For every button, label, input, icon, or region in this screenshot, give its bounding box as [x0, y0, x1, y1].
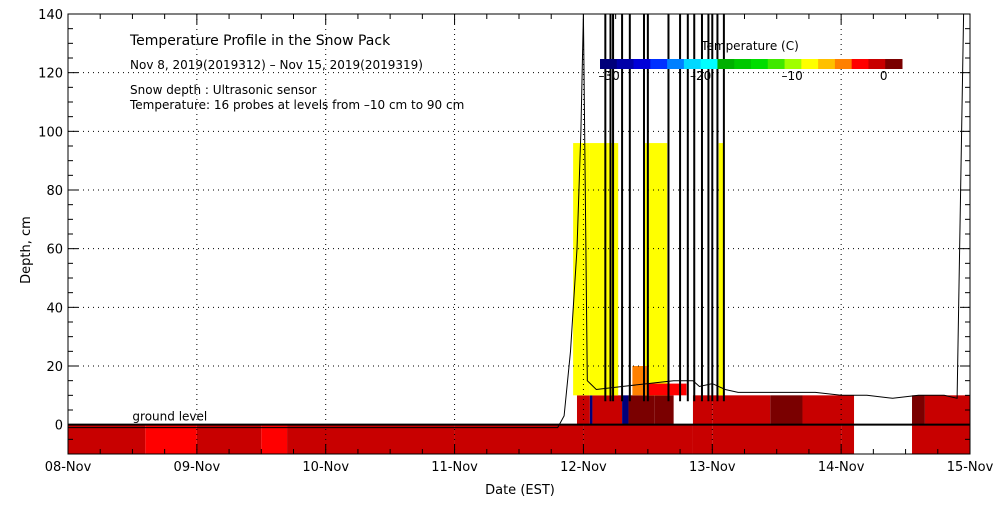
colorbar-swatch	[767, 59, 786, 69]
y-tick-label: 20	[46, 360, 63, 375]
y-tick-label: 100	[38, 125, 63, 140]
colorbar-swatch	[818, 59, 836, 69]
temperature-cell	[654, 395, 674, 425]
x-tick-label: 10-Nov	[302, 460, 349, 475]
colorbar-swatch	[700, 59, 718, 69]
temperature-cell	[261, 424, 288, 454]
temperature-cell	[692, 424, 713, 454]
x-tick-label: 09-Nov	[174, 460, 221, 475]
colorbar-swatch	[667, 59, 685, 69]
colorbar-swatch	[834, 59, 853, 69]
x-tick-label: 14-Nov	[818, 460, 865, 475]
x-tick-label: 15-Nov	[947, 460, 994, 475]
colorbar-title: Temperature (C)	[700, 39, 799, 53]
temperature-cell	[145, 424, 197, 454]
colorbar-swatch	[633, 59, 651, 69]
temperature-cell	[576, 395, 590, 425]
y-tick-label: 0	[55, 419, 63, 434]
colorbar-tick-label: 0	[880, 69, 888, 83]
temperature-cell	[628, 395, 655, 425]
ground-level-label: ground level	[132, 410, 207, 424]
temperature-cell	[692, 395, 713, 425]
colorbar-swatch	[683, 59, 702, 69]
x-tick-label: 13-Nov	[689, 460, 736, 475]
y-tick-label: 80	[46, 184, 63, 199]
colorbar-swatch	[616, 59, 635, 69]
temperature-cell	[770, 395, 803, 425]
colorbar-swatch	[801, 59, 819, 69]
temperature-cell	[802, 395, 855, 425]
colorbar-swatch	[751, 59, 769, 69]
temperature-cell	[643, 143, 668, 396]
axis-ticks	[67, 13, 971, 455]
chart-subtitle: Nov 8, 2019(2019312) – Nov 15, 2019(2019…	[130, 58, 423, 72]
temperature-cell	[647, 383, 687, 396]
temperature-cell	[841, 424, 855, 454]
temperature-cells	[68, 143, 970, 454]
temperature-cell	[589, 395, 593, 425]
temperature-cell	[718, 143, 724, 396]
temperature-cell	[592, 395, 623, 425]
temperature-cell	[632, 366, 648, 396]
y-tick-label: 140	[38, 8, 63, 23]
colorbar-tick-labels: –30 –20 –10 0	[599, 69, 888, 83]
colorbar-tick-label: –10	[782, 69, 803, 83]
colorbar-swatch	[851, 59, 869, 69]
colorbar-swatch	[868, 59, 886, 69]
colorbar-swatch	[650, 59, 668, 69]
x-axis-title: Date (EST)	[485, 483, 555, 498]
x-tick-label: 08-Nov	[45, 460, 92, 475]
temperature-cell	[912, 395, 925, 425]
snow-depth-spikes	[604, 14, 725, 402]
y-tick-labels: 0 20 40 60 80 100 120 140	[38, 8, 63, 434]
colorbar: Temperature (C) –30 –20 –10 0	[599, 39, 903, 83]
y-tick-label: 120	[38, 67, 63, 82]
info-line-sensor: Snow depth : Ultrasonic sensor	[130, 83, 317, 97]
temperature-cell	[287, 424, 455, 454]
info-line-probes: Temperature: 16 probes at levels from –1…	[129, 98, 464, 112]
chart-title: Temperature Profile in the Snow Pack	[129, 33, 391, 49]
colorbar-swatch	[734, 59, 752, 69]
colorbar-tick-label: –20	[690, 69, 711, 83]
temperature-cell	[924, 395, 970, 425]
snow-depth-line	[68, 13, 970, 429]
x-tick-label: 12-Nov	[560, 460, 607, 475]
colorbar-swatch	[600, 59, 618, 69]
plot-frame	[67, 13, 971, 455]
colorbar-tick-label: –30	[599, 69, 620, 83]
colorbar-swatch	[717, 59, 735, 69]
y-axis-title: Depth, cm	[19, 216, 34, 284]
temperature-cell	[68, 424, 146, 454]
temperature-cell	[912, 424, 970, 454]
grid	[68, 14, 970, 454]
temperature-cell	[583, 424, 693, 454]
temperature-cell	[712, 395, 771, 425]
y-tick-label: 60	[46, 243, 63, 258]
temperature-cell	[622, 395, 629, 425]
colorbar-swatches	[600, 59, 903, 69]
colorbar-swatch	[784, 59, 802, 69]
colorbar-swatch	[885, 59, 903, 69]
y-tick-label: 40	[46, 301, 63, 316]
x-tick-labels: 08-Nov 09-Nov 10-Nov 11-Nov 12-Nov 13-Nov 14-N…	[45, 460, 994, 475]
x-tick-label: 11-Nov	[431, 460, 478, 475]
